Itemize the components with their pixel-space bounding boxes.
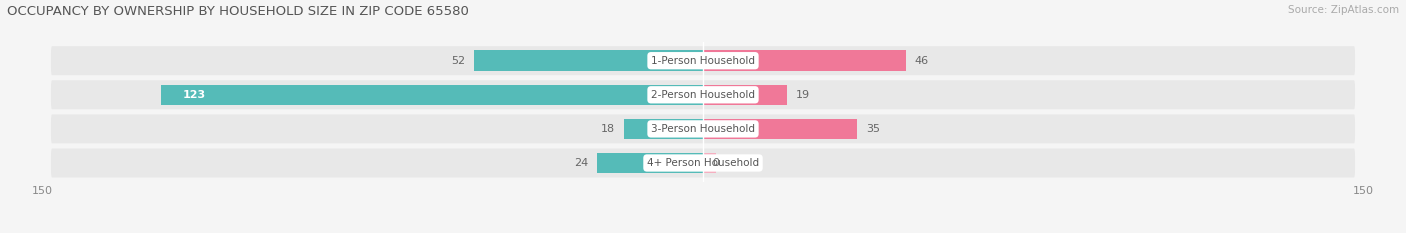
Text: Source: ZipAtlas.com: Source: ZipAtlas.com [1288, 5, 1399, 15]
FancyBboxPatch shape [51, 46, 1355, 75]
Text: 123: 123 [183, 90, 207, 100]
Text: 3-Person Household: 3-Person Household [651, 124, 755, 134]
Text: 46: 46 [914, 56, 928, 66]
Bar [598, 153, 703, 173]
Legend: Owner-occupied, Renter-occupied: Owner-occupied, Renter-occupied [588, 230, 818, 233]
Bar [703, 153, 716, 173]
Bar [703, 51, 905, 71]
Text: 18: 18 [600, 124, 614, 134]
Bar [162, 85, 703, 105]
Text: 24: 24 [574, 158, 589, 168]
Text: 0: 0 [711, 158, 718, 168]
Bar [474, 51, 703, 71]
FancyBboxPatch shape [51, 114, 1355, 143]
Text: OCCUPANCY BY OWNERSHIP BY HOUSEHOLD SIZE IN ZIP CODE 65580: OCCUPANCY BY OWNERSHIP BY HOUSEHOLD SIZE… [7, 5, 470, 18]
FancyBboxPatch shape [51, 148, 1355, 178]
Text: 19: 19 [796, 90, 810, 100]
Text: 2-Person Household: 2-Person Household [651, 90, 755, 100]
Text: 52: 52 [451, 56, 465, 66]
Text: 4+ Person Household: 4+ Person Household [647, 158, 759, 168]
Bar [703, 85, 787, 105]
Bar [703, 119, 858, 139]
Bar [624, 119, 703, 139]
FancyBboxPatch shape [51, 80, 1355, 109]
Text: 35: 35 [866, 124, 880, 134]
Text: 1-Person Household: 1-Person Household [651, 56, 755, 66]
